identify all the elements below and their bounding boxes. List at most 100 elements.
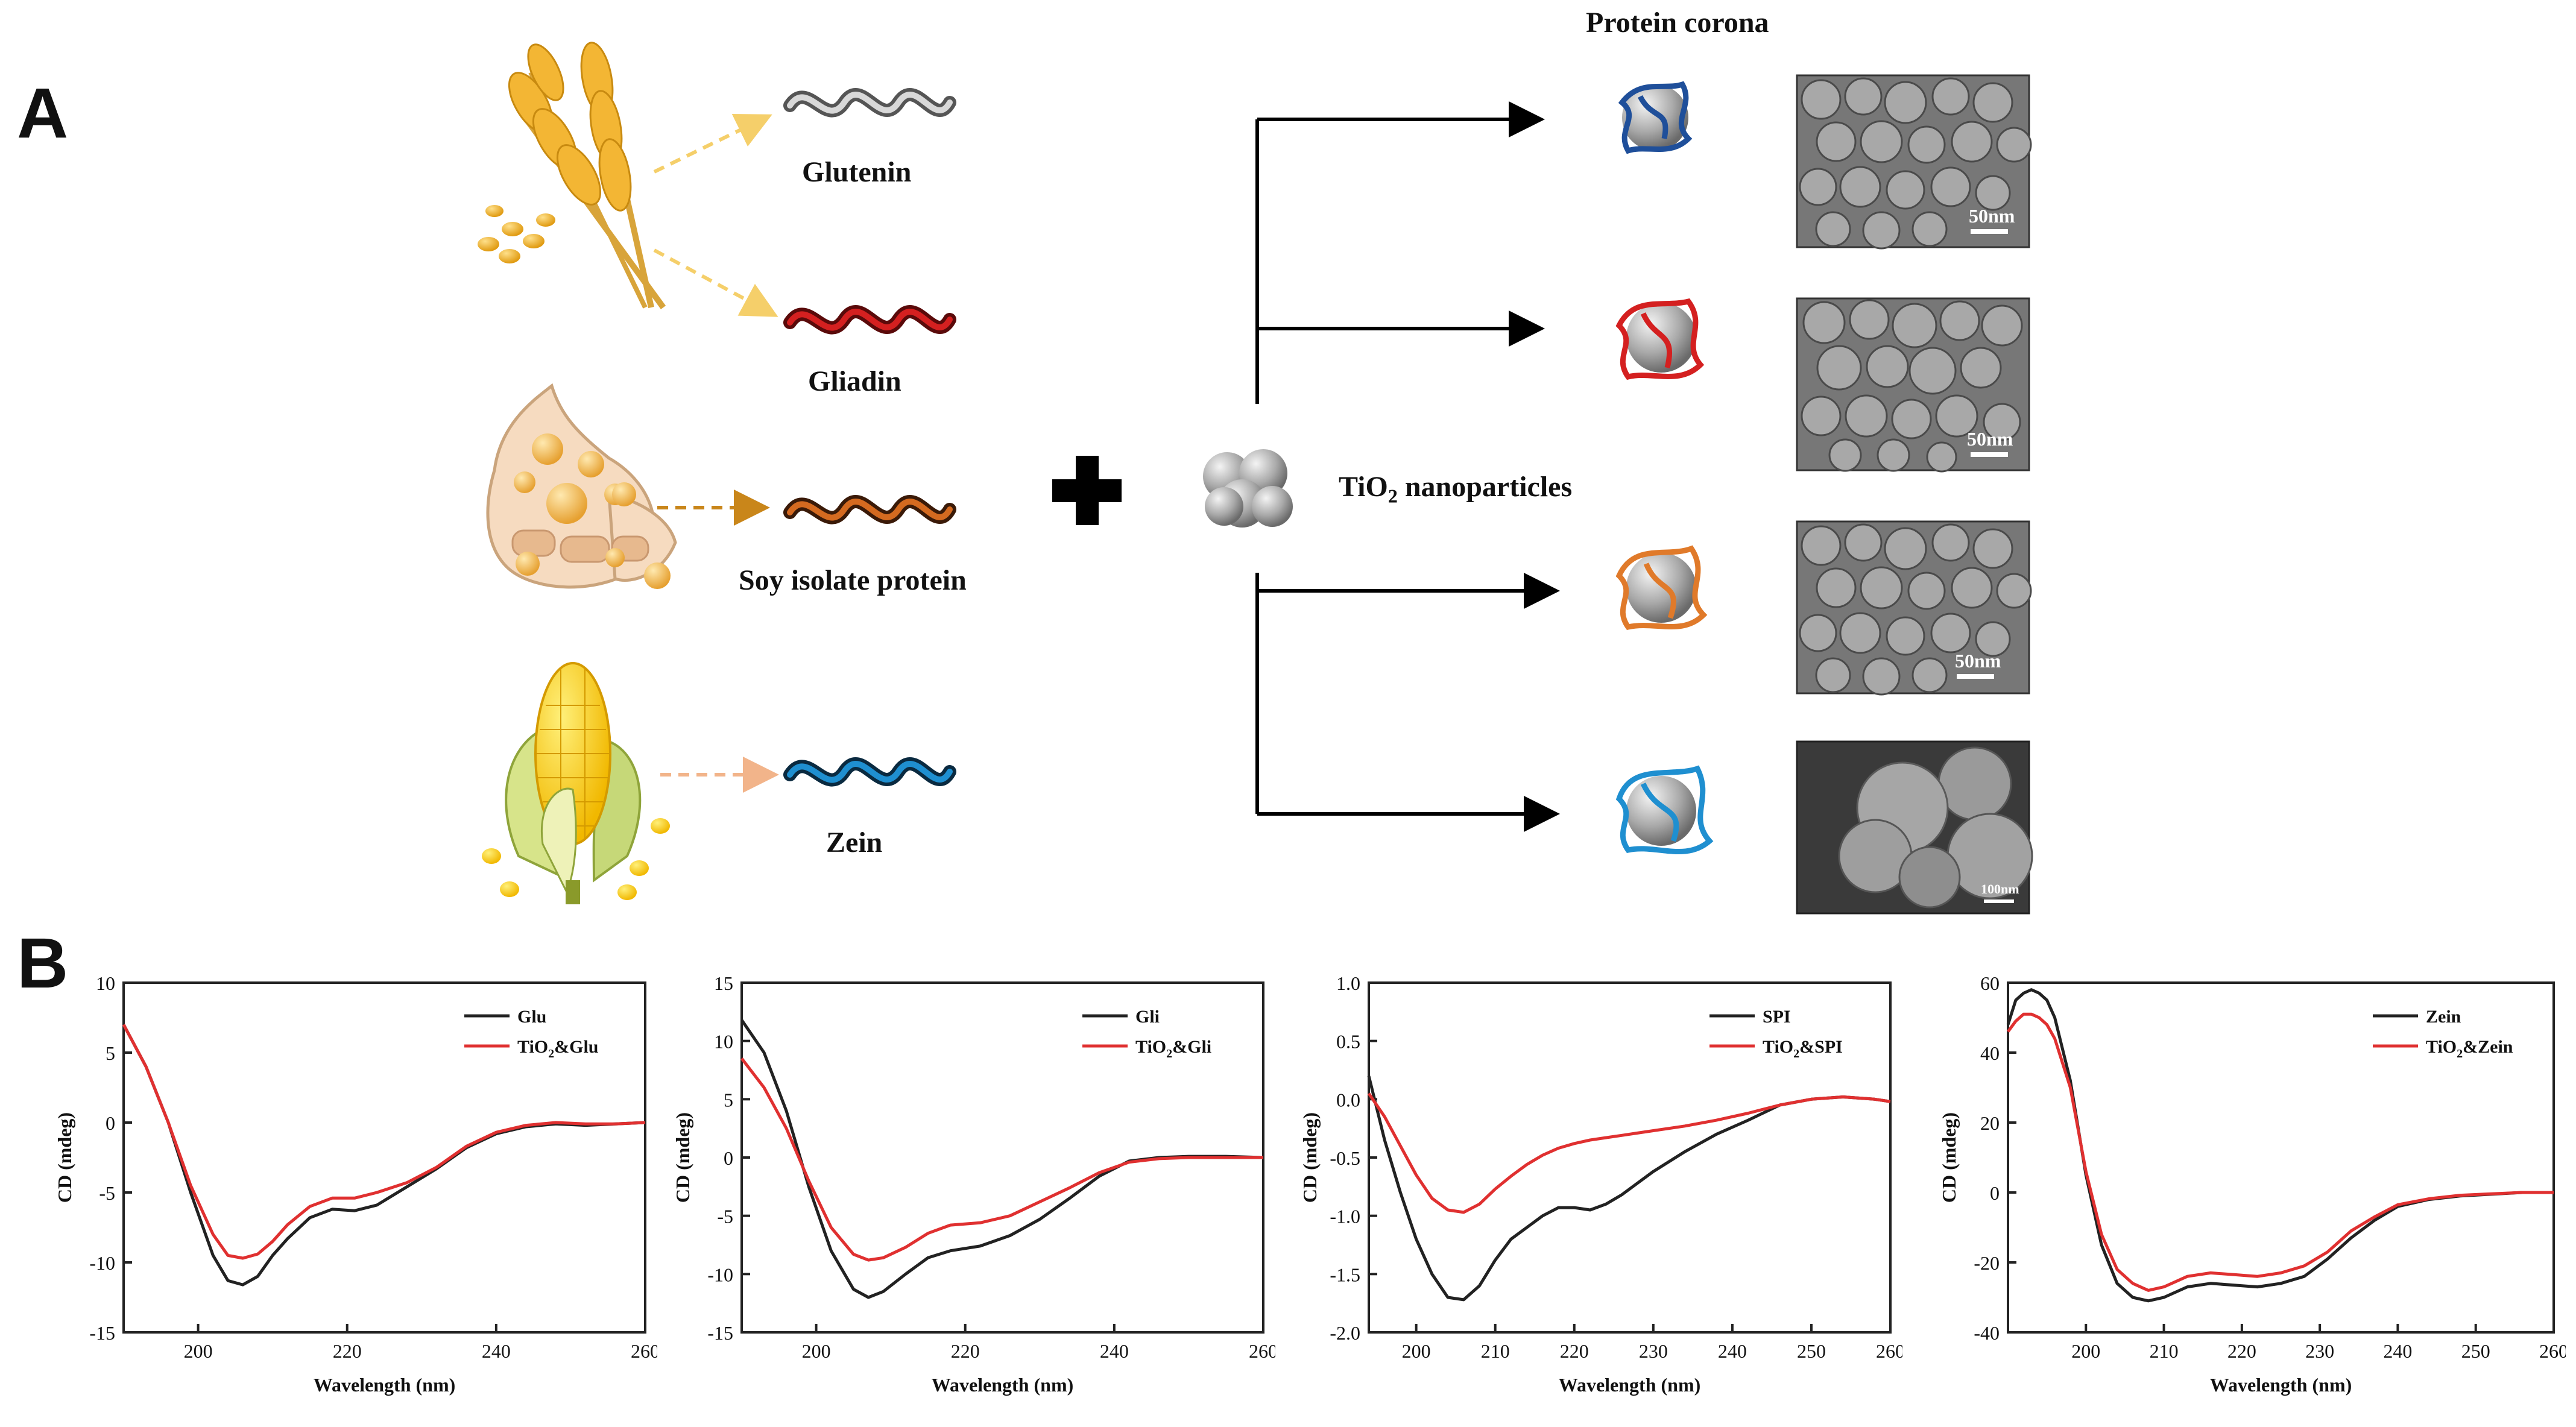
label-protein-corona: Protein corona <box>1586 7 1769 39</box>
x-tick-label: 230 <box>2305 1340 2334 1362</box>
label-gliadin: Gliadin <box>808 365 901 397</box>
y-tick-label: -10 <box>89 1252 115 1274</box>
sem-scale-label-1: 50nm <box>1969 205 2015 227</box>
x-tick-label: 240 <box>2383 1340 2412 1362</box>
series-line-1 <box>2006 1012 2554 1292</box>
y-tick-label: 0 <box>724 1147 733 1169</box>
label-zein: Zein <box>826 827 883 858</box>
y-tick-label: -5 <box>99 1182 115 1204</box>
y-tick-label: -1.0 <box>1330 1206 1360 1227</box>
x-axis-label: Wavelength (nm) <box>2210 1374 2352 1396</box>
x-tick-label: 200 <box>1402 1340 1431 1362</box>
y-tick-label: 60 <box>1980 972 2000 994</box>
sem-image-2 <box>1796 297 2030 473</box>
y-tick-label: 0 <box>1990 1182 2000 1204</box>
sem-scale-bars <box>1957 229 2014 903</box>
x-tick-label: 250 <box>1797 1340 1826 1362</box>
x-tick-label: 230 <box>1639 1340 1668 1362</box>
legend-label: SPI <box>1763 1007 1791 1027</box>
x-tick-label: 250 <box>2461 1340 2490 1362</box>
schematic-panel <box>478 42 2033 915</box>
dashed-arrows <box>653 114 779 793</box>
y-axis-label: CD (mdeg) <box>1299 1112 1321 1203</box>
y-axis-label: CD (mdeg) <box>1939 1112 1960 1203</box>
plus-icon <box>1052 456 1122 525</box>
wheat-icon <box>478 42 666 309</box>
x-tick-label: 220 <box>951 1340 980 1362</box>
sem-image-3 <box>1796 520 2032 696</box>
x-axis-label: Wavelength (nm) <box>314 1374 456 1396</box>
sem-scale-label-3: 50nm <box>1955 650 2001 672</box>
legend-label: TiO2&Zein <box>2426 1037 2513 1060</box>
legend-label: TiO2&Glu <box>517 1037 599 1060</box>
cd-chart-spi: 1.0 0.5 0.0 -0.5 -1.0 -1.5 -2.0 200 210 220 230 240… <box>1299 972 1902 1396</box>
zein-helix-icon <box>783 757 956 787</box>
corn-icon <box>482 662 670 904</box>
x-tick-label: 240 <box>1718 1340 1747 1362</box>
y-axis-label: CD (mdeg) <box>672 1112 693 1203</box>
sem-image-4 <box>1796 740 2033 915</box>
y-tick-label: -2.0 <box>1330 1322 1360 1344</box>
series-line-0 <box>122 1024 646 1287</box>
sem-scale-label-4: 100nm <box>1981 881 2019 896</box>
legend-label: Gli <box>1135 1007 1160 1027</box>
x-tick-label: 260 <box>1249 1340 1275 1362</box>
y-tick-label: -15 <box>707 1322 733 1344</box>
y-tick-label: -15 <box>89 1322 115 1344</box>
y-tick-label: 5 <box>724 1089 733 1110</box>
y-tick-label: -1.5 <box>1330 1264 1360 1285</box>
gliadin-helix-icon <box>783 305 956 335</box>
x-tick-label: 260 <box>1876 1340 1902 1362</box>
y-tick-label: -40 <box>1974 1322 2000 1344</box>
y-tick-label: -5 <box>717 1206 733 1227</box>
corona-zein-icon <box>1615 765 1714 855</box>
corona-glutenin-icon <box>1618 81 1693 154</box>
x-tick-label: 220 <box>333 1340 362 1362</box>
x-tick-label: 210 <box>1481 1340 1510 1362</box>
y-tick-label: -0.5 <box>1330 1147 1360 1169</box>
x-axis-label: Wavelength (nm) <box>932 1374 1074 1396</box>
y-tick-label: 40 <box>1980 1042 2000 1064</box>
soybean-cell-icon <box>486 383 677 589</box>
x-tick-label: 260 <box>2539 1340 2566 1362</box>
tio2-nanoparticle-cluster-icon <box>1203 449 1293 528</box>
y-tick-label: 0 <box>106 1112 115 1134</box>
y-tick-label: 0.0 <box>1336 1089 1360 1110</box>
sem-scale-label-2: 50nm <box>1967 428 2013 450</box>
x-tick-label: 200 <box>184 1340 213 1362</box>
corona-gliadin-icon <box>1615 298 1705 380</box>
plot-frame <box>2007 981 2555 1334</box>
y-tick-label: 15 <box>714 972 733 994</box>
y-tick-label: 0.5 <box>1336 1031 1360 1053</box>
y-axis-label: CD (mdeg) <box>54 1112 75 1203</box>
legend-label: TiO2&Gli <box>1135 1037 1211 1060</box>
x-tick-label: 200 <box>802 1340 831 1362</box>
sem-image-1 <box>1796 74 2032 250</box>
x-tick-label: 200 <box>2071 1340 2100 1362</box>
y-tick-label: 10 <box>96 972 115 994</box>
spi-helix-icon <box>783 495 956 524</box>
panel-a-label: A <box>17 74 69 153</box>
y-tick-label: -20 <box>1974 1252 2000 1274</box>
plot-frame <box>1368 981 1892 1334</box>
legend-label: Glu <box>517 1007 546 1027</box>
y-tick-label: -10 <box>707 1264 733 1285</box>
y-tick-label: 1.0 <box>1336 972 1360 994</box>
branch-arrows <box>1255 101 1560 832</box>
y-tick-label: 5 <box>106 1042 115 1064</box>
label-glutenin: Glutenin <box>802 156 912 188</box>
x-tick-label: 210 <box>2150 1340 2179 1362</box>
x-tick-label: 220 <box>2227 1340 2256 1362</box>
x-tick-label: 260 <box>631 1340 657 1362</box>
x-tick-label: 240 <box>482 1340 511 1362</box>
plot-frame <box>122 981 646 1334</box>
label-soy-isolate-protein: Soy isolate protein <box>739 564 967 596</box>
y-tick-label: 10 <box>714 1031 733 1053</box>
glutenin-helix-icon <box>783 88 956 118</box>
panel-b-label: B <box>17 924 69 1003</box>
x-tick-label: 240 <box>1100 1340 1129 1362</box>
cd-chart-glu: 10 5 0 -5 -10 -15 200 220 240 260 Wavelength (nm) C… <box>54 972 657 1396</box>
series-line-1 <box>1367 1092 1891 1214</box>
cd-chart-gli: 15 10 5 0 -5 -10 -15 200 220 240 260 Wavelength (nm… <box>672 972 1275 1396</box>
